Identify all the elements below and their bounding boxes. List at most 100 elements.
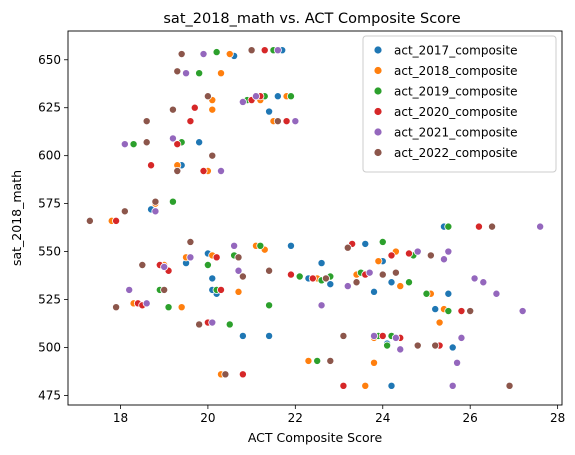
scatter-point (203, 92, 212, 101)
legend-marker (373, 107, 383, 116)
scatter-point (221, 370, 230, 379)
scatter-point (474, 222, 483, 231)
scatter-point (173, 67, 182, 76)
scatter-point (238, 272, 247, 281)
scatter-point (195, 320, 204, 329)
x-tick-label: 18 (113, 411, 128, 425)
scatter-point (448, 381, 457, 390)
scatter-point (151, 207, 160, 216)
scatter-point (173, 167, 182, 176)
scatter-point (186, 237, 195, 246)
scatter-point (291, 117, 300, 126)
scatter-point (125, 285, 134, 294)
scatter-point (273, 92, 282, 101)
scatter-point (208, 318, 217, 327)
y-tick-label: 500 (38, 340, 61, 354)
scatter-point (387, 381, 396, 390)
scatter-point (374, 257, 383, 266)
scatter-point (352, 278, 361, 287)
scatter-point (147, 161, 156, 170)
scatter-point (208, 151, 217, 160)
scatter-point (321, 274, 330, 283)
scatter-point (488, 222, 497, 231)
scatter-point (339, 381, 348, 390)
scatter-point (317, 301, 326, 310)
scatter-point (404, 249, 413, 258)
scatter-point (234, 287, 243, 296)
scatter-point (151, 197, 160, 206)
scatter-point (431, 305, 440, 314)
scatter-point (173, 140, 182, 149)
scatter-point (238, 97, 247, 106)
scatter-point (370, 331, 379, 340)
scatter-point (212, 48, 221, 57)
legend-label: act_2017_composite (394, 43, 517, 57)
scatter-point (426, 251, 435, 260)
scatter-point (431, 341, 440, 350)
scatter-point (444, 289, 453, 298)
scatter-point (164, 303, 173, 312)
scatter-point (361, 239, 370, 248)
scatter-point (505, 381, 514, 390)
scatter-point (112, 303, 121, 312)
scatter-point (439, 255, 448, 264)
scatter-point (444, 307, 453, 316)
scatter-point (247, 46, 256, 55)
scatter-point (457, 333, 466, 342)
scatter-point (396, 282, 405, 291)
y-tick-label: 650 (38, 53, 61, 67)
scatter-point (203, 260, 212, 269)
legend-marker (373, 66, 383, 75)
scatter-point (286, 92, 295, 101)
scatter-point (466, 307, 475, 316)
legend-label: act_2022_composite (394, 146, 517, 160)
scatter-point (413, 247, 422, 256)
scatter-point (160, 285, 169, 294)
x-axis-label: ACT Composite Score (248, 430, 383, 445)
scatter-point (387, 278, 396, 287)
scatter-point (273, 46, 282, 55)
scatter-point (313, 356, 322, 365)
scatter-point (177, 50, 186, 59)
scatter-point (199, 167, 208, 176)
scatter-point (378, 331, 387, 340)
scatter-point (273, 117, 282, 126)
scatter-point (391, 268, 400, 277)
scatter-point (217, 285, 226, 294)
scatter-point (212, 253, 221, 262)
scatter-point (343, 282, 352, 291)
scatter-point (383, 341, 392, 350)
scatter-point (378, 270, 387, 279)
scatter-point (444, 222, 453, 231)
scatter-point (256, 241, 265, 250)
scatter-point (422, 289, 431, 298)
scatter-point (238, 331, 247, 340)
scatter-point (396, 345, 405, 354)
scatter-point (142, 299, 151, 308)
scatter-point (536, 222, 545, 231)
legend-label: act_2018_composite (394, 64, 517, 78)
scatter-point (448, 343, 457, 352)
scatter-point (492, 289, 501, 298)
scatter-point (208, 274, 217, 283)
x-tick-label: 28 (550, 411, 565, 425)
scatter-point (265, 266, 274, 275)
scatter-point (308, 274, 317, 283)
scatter-point (444, 247, 453, 256)
scatter-point (138, 260, 147, 269)
scatter-point (370, 287, 379, 296)
scatter-point (85, 216, 94, 225)
scatter-point (304, 356, 313, 365)
scatter-point (234, 253, 243, 262)
scatter-point (112, 216, 121, 225)
scatter-point (129, 140, 138, 149)
scatter-point (260, 46, 269, 55)
scatter-point (282, 117, 291, 126)
scatter-point (120, 207, 129, 216)
scatter-point (370, 358, 379, 367)
y-axis: 475 500 525 550 575 600 625 650 (38, 53, 68, 402)
scatter-point (391, 333, 400, 342)
scatter-point (208, 105, 217, 114)
x-tick-label: 22 (288, 411, 303, 425)
